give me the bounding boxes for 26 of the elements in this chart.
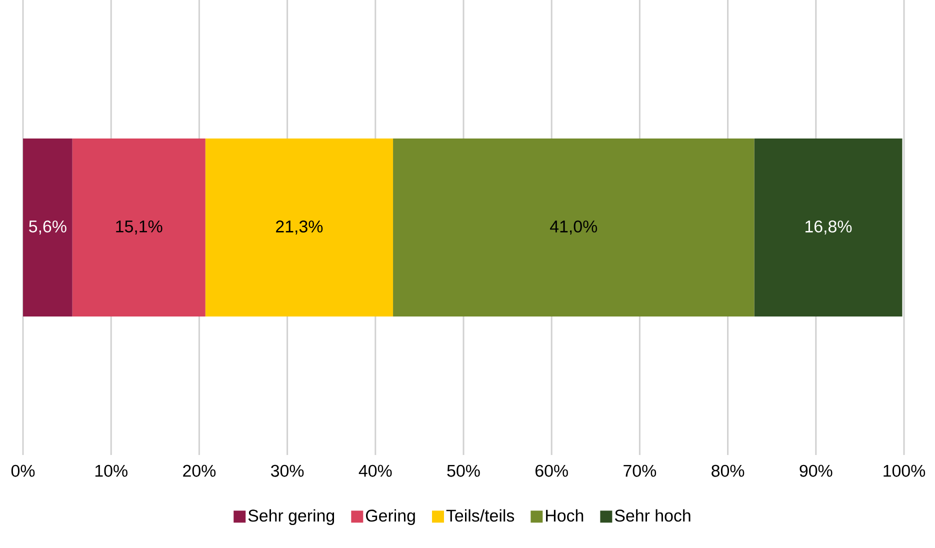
bar xyxy=(23,138,72,316)
legend-label: Sehr hoch xyxy=(614,509,690,522)
data-label: 15,1% xyxy=(116,220,162,234)
legend-label: Hoch xyxy=(546,509,584,522)
x-tick-label: 40% xyxy=(358,464,392,477)
x-tick-label: 80% xyxy=(712,464,744,477)
bar xyxy=(205,138,394,316)
data-label: 41,0% xyxy=(550,220,598,234)
x-tick-label: 30% xyxy=(270,464,304,477)
bar xyxy=(72,138,206,316)
data-label: 5,6% xyxy=(29,220,66,234)
x-tick-label: 90% xyxy=(800,464,832,477)
x-tick-label: 60% xyxy=(536,464,568,477)
x-tick-label: 100% xyxy=(884,464,926,477)
x-tick-label: 50% xyxy=(447,464,480,477)
x-tick-label: 70% xyxy=(624,464,656,477)
bar xyxy=(393,138,754,316)
bar xyxy=(754,138,902,316)
x-tick-label: 10% xyxy=(95,464,128,477)
x-tick-label: 20% xyxy=(183,464,216,477)
legend-label: Sehr gering xyxy=(248,509,334,526)
legend-label: Gering xyxy=(366,509,415,526)
data-label: 21,3% xyxy=(276,220,323,234)
data-label: 16,8% xyxy=(806,220,852,234)
x-tick-label: 0% xyxy=(11,464,35,477)
legend-label: Teils/teils xyxy=(446,509,514,522)
